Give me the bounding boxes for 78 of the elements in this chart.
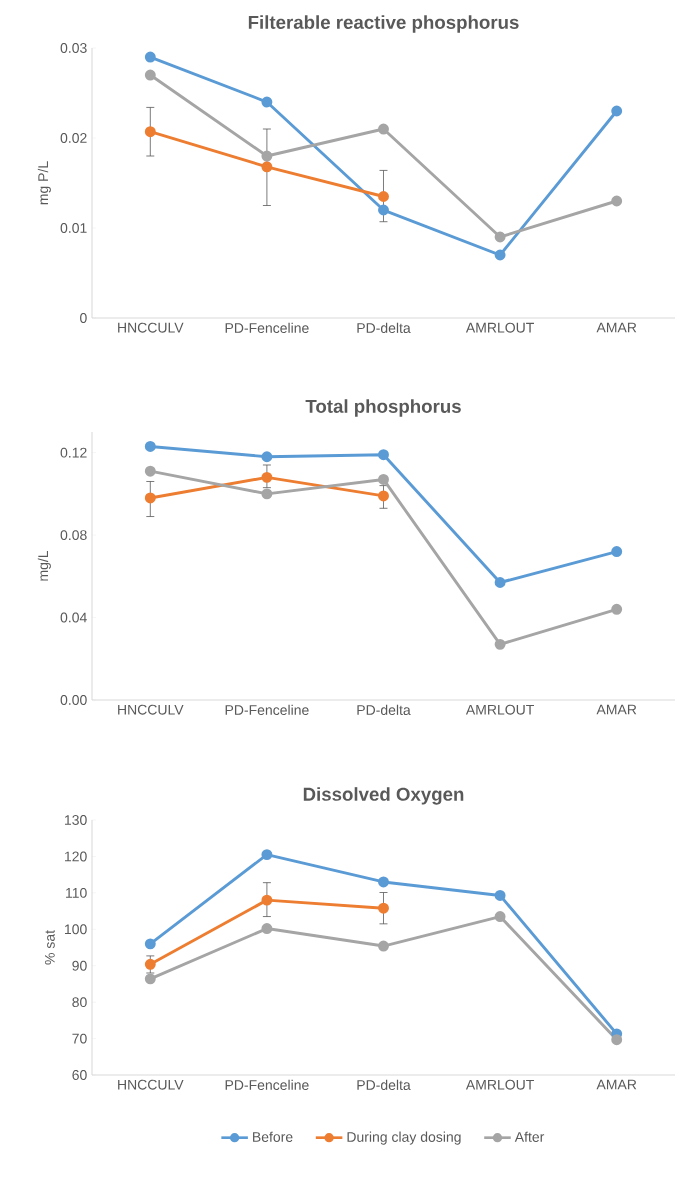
x-tick-label: PD-delta	[357, 322, 411, 334]
point	[494, 638, 506, 650]
legend-label: After	[514, 1131, 545, 1142]
point	[378, 902, 389, 914]
point	[144, 69, 156, 81]
y-tick-label: 90	[72, 960, 87, 971]
x-tick-label: AMAR	[596, 322, 637, 333]
point	[144, 938, 156, 950]
point	[261, 471, 273, 483]
x-tick-label: HNCCULV	[118, 1079, 184, 1090]
x-tick-label: AMAR	[596, 704, 637, 715]
legend-label: During clay dosing	[347, 1131, 461, 1145]
y-tick-label: 0	[80, 313, 87, 323]
x-tick-label: AMRLOUT	[465, 704, 534, 715]
point	[261, 451, 273, 463]
point	[261, 849, 273, 861]
x-tick-label: HNCCULV	[118, 704, 184, 715]
x-tick-label: HNCCULV	[118, 322, 184, 333]
point	[611, 195, 623, 207]
point	[378, 490, 389, 502]
x-tick-label: PD-Fenceline	[225, 322, 309, 334]
y-tick-label: 120	[65, 851, 87, 862]
y-axis-title: mg/L	[37, 550, 51, 581]
point	[494, 889, 506, 901]
point	[378, 123, 389, 135]
point	[144, 126, 156, 138]
point	[144, 492, 156, 504]
point	[611, 105, 623, 117]
point	[378, 204, 389, 216]
y-tick-label: 0.04	[60, 612, 87, 623]
point	[378, 940, 389, 952]
point	[261, 96, 273, 108]
point	[144, 51, 156, 63]
y-tick-label: 0.12	[60, 447, 87, 458]
x-tick-label: PD-delta	[357, 704, 411, 716]
point	[144, 465, 156, 477]
point	[144, 440, 156, 452]
y-tick-label: 0.08	[60, 530, 87, 541]
y-tick-label: 110	[66, 887, 87, 898]
y-axis-title: mg P/L	[37, 161, 51, 205]
x-tick-label: PD-Fenceline	[225, 704, 309, 716]
y-axis-title: % sat	[44, 930, 55, 965]
legend-label: Before	[253, 1131, 293, 1142]
y-tick-label: 130	[65, 815, 87, 825]
point	[378, 191, 389, 202]
x-tick-label: AMRLOUT	[465, 322, 534, 333]
y-tick-label: 0.00	[60, 695, 87, 705]
point	[261, 923, 273, 935]
y-tick-label: 80	[72, 997, 87, 1008]
point	[611, 546, 623, 558]
point	[261, 150, 273, 162]
chart-title: Dissolved Oxygen	[303, 787, 464, 805]
point	[144, 973, 156, 985]
x-tick-label: PD-Fenceline	[225, 1079, 309, 1091]
point	[378, 473, 389, 485]
point	[494, 577, 506, 588]
point	[378, 876, 389, 888]
point	[494, 231, 506, 243]
point	[261, 161, 273, 173]
x-tick-label: AMRLOUT	[465, 1079, 534, 1090]
y-tick-label: 60	[72, 1070, 87, 1080]
y-tick-label: 100	[65, 924, 87, 935]
point	[261, 488, 273, 500]
point	[611, 603, 623, 615]
point	[261, 894, 273, 906]
point	[144, 958, 156, 970]
y-tick-label: 70	[72, 1033, 87, 1044]
point	[378, 449, 389, 461]
point	[494, 249, 506, 261]
chart-title: Filterable reactive phosphorus	[248, 15, 519, 33]
y-tick-label: 0.01	[60, 223, 87, 233]
point	[611, 1034, 623, 1046]
y-tick-label: 0.03	[60, 43, 87, 53]
y-tick-label: 0.02	[60, 133, 87, 143]
x-tick-label: AMAR	[596, 1079, 637, 1090]
chart-title: Total phosphorus	[305, 399, 461, 417]
point	[494, 911, 506, 923]
x-tick-label: PD-delta	[357, 1079, 411, 1091]
